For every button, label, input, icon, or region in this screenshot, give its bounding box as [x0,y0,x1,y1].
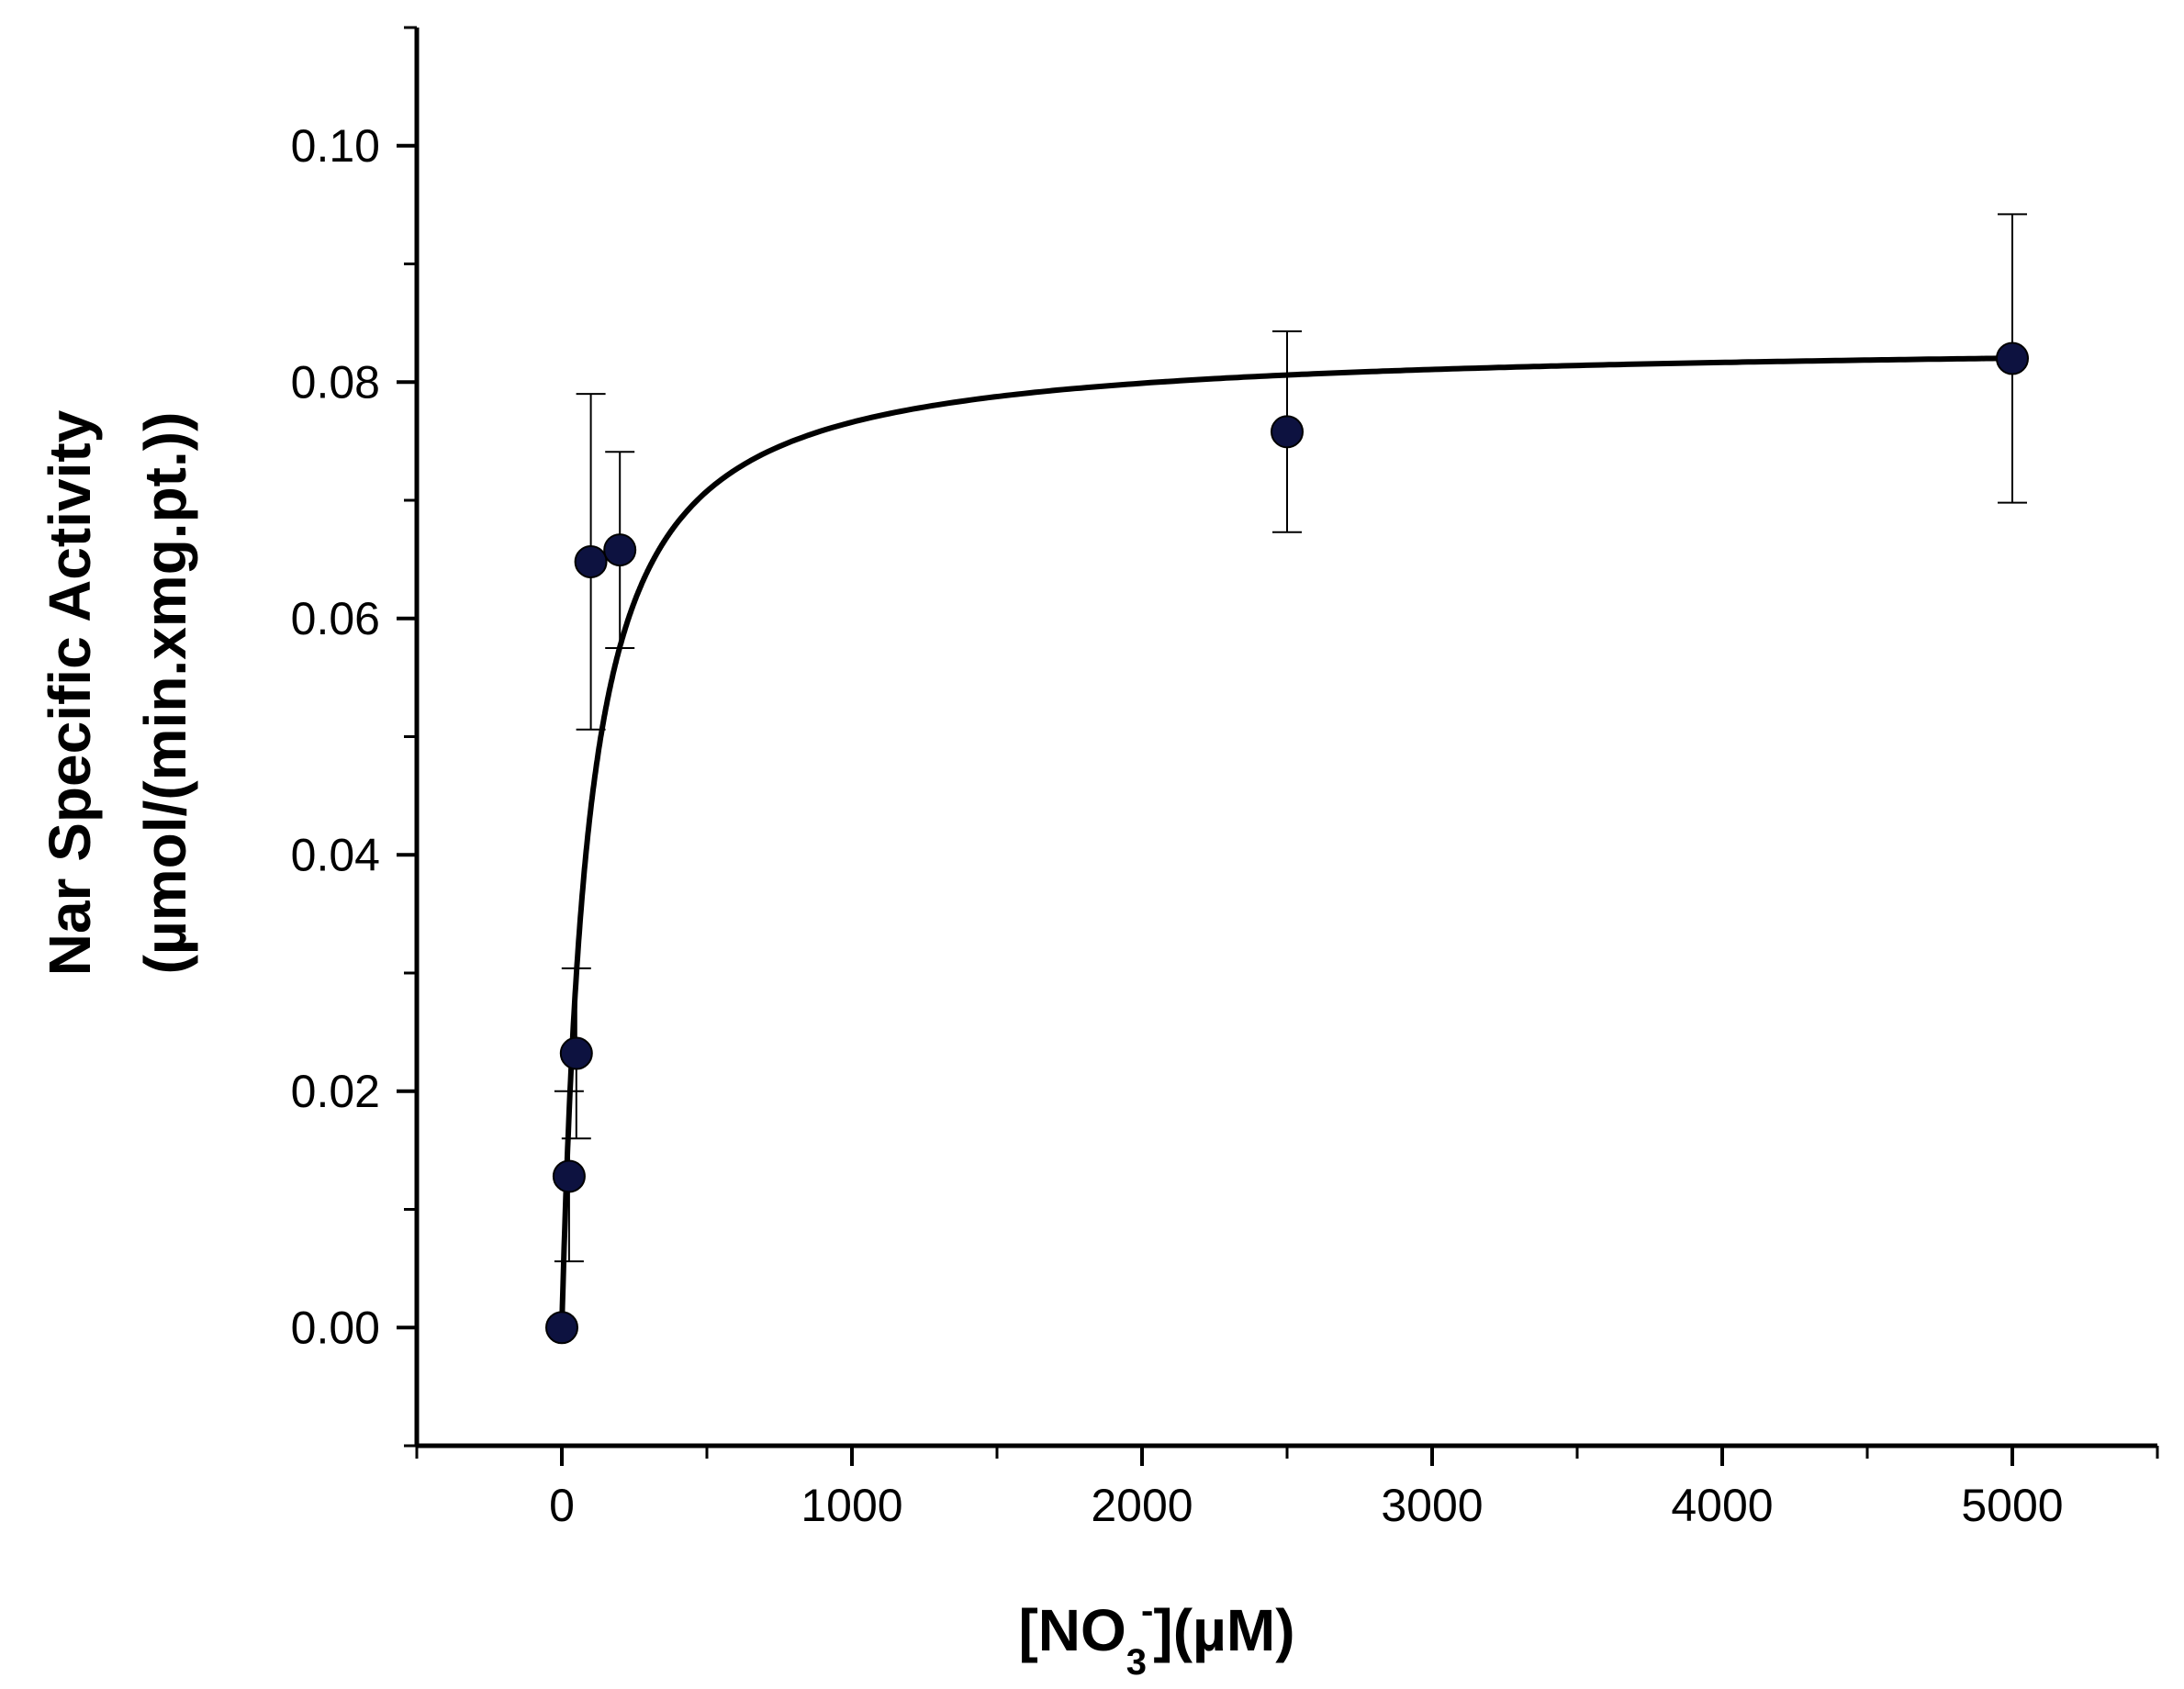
x-tick-label: 0 [549,1480,575,1531]
x-tick-label: 3000 [1381,1480,1483,1531]
axis-titles: [NO3-](µM) Nar Specific Activity (µmol/(… [37,409,1295,1683]
y-axis-title-line1: Nar Specific Activity [37,409,103,976]
data-point [1996,341,2029,375]
axes: 0.00 0.02 0.04 0.06 0.08 0.10 0 1000 2000 3000 400… [291,26,2159,1531]
data-point [545,1311,578,1345]
x-tick-label: 4000 [1671,1480,1773,1531]
data-point [574,544,608,578]
y-tick-label: 0.00 [291,1302,380,1353]
fit-curve [559,355,2010,1328]
data-point [559,1036,593,1070]
x-axis-title: [NO3-](µM) [1018,1591,1294,1683]
data-point [552,1159,586,1193]
x-tick-label: 1000 [801,1480,902,1531]
y-tick-label: 0.08 [291,356,380,408]
y-axis-title-line2: (µmol/(min.xmg.pt.)) [132,412,198,975]
x-tick-label: 2000 [1091,1480,1193,1531]
y-tick-label: 0.04 [291,829,380,880]
y-tick-label: 0.02 [291,1066,380,1117]
data-point [603,533,637,567]
x-tick-label: 5000 [1961,1480,2063,1531]
data-points [545,341,2029,1345]
y-tick-label: 0.06 [291,593,380,644]
error-bars [554,213,2027,1263]
data-point [1271,415,1304,449]
fit-curve-layer [559,355,2010,1328]
y-tick-label: 0.10 [291,120,380,172]
